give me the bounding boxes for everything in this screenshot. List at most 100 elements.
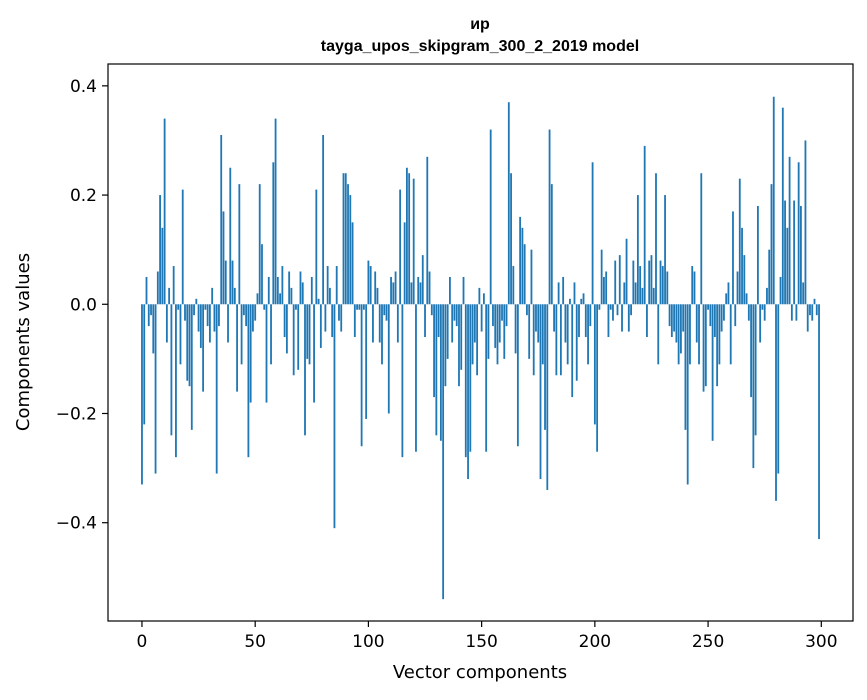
bar-194	[580, 298, 583, 305]
bar-92	[349, 195, 352, 305]
y-tick-label: 0.2	[70, 186, 97, 206]
bar-284	[784, 200, 786, 305]
bar-15	[175, 304, 177, 458]
bar-26	[199, 304, 202, 348]
bar-43	[238, 184, 241, 305]
bar-187	[564, 304, 567, 343]
bar-206	[607, 304, 610, 338]
bar-159	[501, 304, 503, 321]
y-tick-label: −0.4	[56, 514, 97, 534]
bar-265	[741, 227, 743, 305]
bar-226	[652, 287, 655, 305]
bar-166	[516, 304, 519, 447]
bar-101	[369, 266, 372, 305]
bar-231	[664, 195, 666, 305]
bar-161	[505, 304, 508, 327]
bar-248	[702, 304, 705, 392]
bar-181	[550, 184, 553, 305]
bar-35	[220, 134, 223, 305]
bar-55	[265, 304, 268, 403]
bar-77	[315, 189, 318, 305]
bar-253	[713, 304, 716, 338]
x-tick-label: 200	[579, 632, 611, 652]
bar-183	[555, 304, 558, 376]
bar-193	[578, 304, 580, 338]
bar-133	[442, 304, 445, 600]
bar-250	[707, 304, 709, 310]
bar-10	[163, 118, 166, 305]
bar-4	[150, 304, 152, 316]
bar-32	[213, 304, 216, 332]
bar-129	[433, 304, 435, 398]
bar-190	[571, 304, 574, 398]
bar-121	[415, 304, 417, 452]
bar-276	[766, 287, 768, 305]
bar-147	[473, 304, 476, 343]
bar-70	[299, 271, 302, 305]
bar-252	[711, 304, 714, 441]
bar-126	[426, 156, 429, 305]
x-tick-label: 300	[805, 632, 837, 652]
bar-61	[279, 293, 281, 305]
bar-173	[532, 304, 535, 376]
bar-112	[394, 271, 397, 305]
y-tick-label: 0.4	[70, 77, 97, 97]
bar-195	[582, 293, 585, 305]
bar-132	[439, 304, 442, 441]
bar-239	[682, 304, 685, 332]
bar-165	[514, 304, 517, 354]
bar-3	[147, 304, 150, 327]
bar-88	[340, 304, 343, 332]
bar-90	[344, 173, 347, 305]
bar-127	[428, 271, 431, 305]
bar-80	[322, 134, 325, 305]
bar-202	[598, 304, 601, 310]
bar-200	[593, 304, 596, 425]
bar-124	[421, 255, 424, 305]
bar-261	[732, 211, 734, 305]
bar-168	[521, 227, 524, 305]
bar-244	[693, 271, 696, 305]
bar-238	[680, 304, 682, 354]
bar-169	[523, 244, 526, 305]
bar-213	[623, 282, 626, 305]
bar-17	[179, 304, 182, 365]
bar-28	[204, 304, 207, 310]
bar-203	[600, 249, 603, 305]
bar-128	[430, 304, 433, 316]
bar-50	[254, 304, 257, 321]
bar-100	[367, 260, 370, 305]
bar-158	[498, 304, 501, 343]
bar-152	[485, 304, 488, 452]
bar-67	[292, 304, 295, 376]
bar-164	[512, 266, 515, 305]
bar-223	[646, 304, 648, 338]
bar-175	[537, 304, 540, 343]
bar-118	[408, 173, 411, 305]
bar-99	[365, 304, 368, 419]
bar-30	[208, 304, 211, 343]
bar-198	[589, 304, 592, 327]
bar-123	[419, 282, 422, 305]
bar-260	[729, 304, 732, 365]
x-tick-label: 150	[465, 632, 497, 652]
bar-41	[233, 287, 236, 305]
bar-176	[539, 304, 542, 480]
bar-178	[544, 304, 546, 430]
bar-288	[793, 200, 796, 305]
bar-8	[159, 195, 161, 305]
bar-84	[331, 304, 334, 338]
bar-234	[670, 304, 673, 338]
bar-38	[227, 304, 229, 343]
bar-6	[154, 304, 157, 474]
bar-283	[781, 107, 784, 305]
bar-148	[476, 304, 479, 376]
bar-291	[800, 205, 802, 305]
bar-204	[603, 276, 605, 305]
bar-108	[385, 304, 388, 321]
bar-57	[270, 304, 272, 365]
bar-280	[775, 304, 777, 501]
bar-243	[691, 266, 694, 305]
bar-51	[256, 293, 259, 305]
bar-14	[172, 266, 175, 305]
